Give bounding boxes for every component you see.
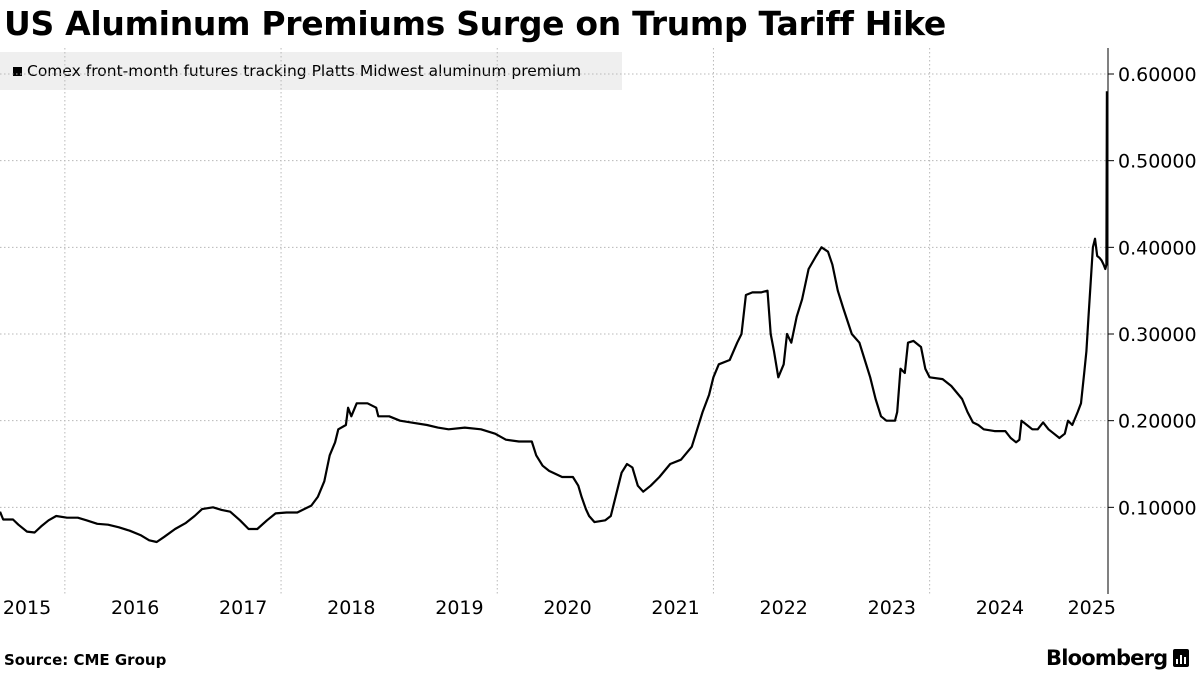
bloomberg-logo: Bloomberg <box>1046 646 1190 670</box>
x-axis-labels: 2015 2016 2017 2018 2019 2020 2021 2022 2023 2024… <box>3 597 1116 619</box>
source-note: Source: CME Group <box>4 651 167 669</box>
x-tick-label: 2024 <box>976 597 1024 619</box>
brand-name: Bloomberg <box>1046 646 1168 670</box>
y-tick-label: 0.30000 <box>1118 324 1197 346</box>
legend-label: Comex front-month futures tracking Platt… <box>27 62 582 80</box>
gridlines <box>0 48 1108 594</box>
y-tick-label: 0.10000 <box>1118 497 1197 519</box>
bloomberg-badge-icon <box>1173 649 1190 667</box>
x-tick-label: 2023 <box>868 597 916 619</box>
x-tick-label: 2015 <box>3 597 51 619</box>
y-tick-label: 0.60000 <box>1118 64 1197 86</box>
legend: Comex front-month futures tracking Platt… <box>0 52 622 90</box>
x-tick-label: 2017 <box>219 597 267 619</box>
legend-swatch <box>13 66 22 76</box>
x-tick-label: 2020 <box>543 597 591 619</box>
x-tick-label: 2016 <box>111 597 159 619</box>
x-tick-label: 2025 <box>1068 597 1116 619</box>
x-tick-label: 2021 <box>651 597 699 619</box>
y-tick-label: 0.50000 <box>1118 151 1197 173</box>
y-axis: 0.10000 0.20000 0.30000 0.40000 0.50000 0.600… <box>1107 48 1197 594</box>
x-tick-label: 2018 <box>327 597 375 619</box>
y-tick-label: 0.20000 <box>1118 411 1197 433</box>
x-tick-label: 2019 <box>435 597 483 619</box>
y-tick-label: 0.40000 <box>1118 237 1197 259</box>
series-line <box>0 91 1108 544</box>
x-tick-label: 2022 <box>760 597 808 619</box>
chart-title: US Aluminum Premiums Surge on Trump Tari… <box>4 4 946 43</box>
